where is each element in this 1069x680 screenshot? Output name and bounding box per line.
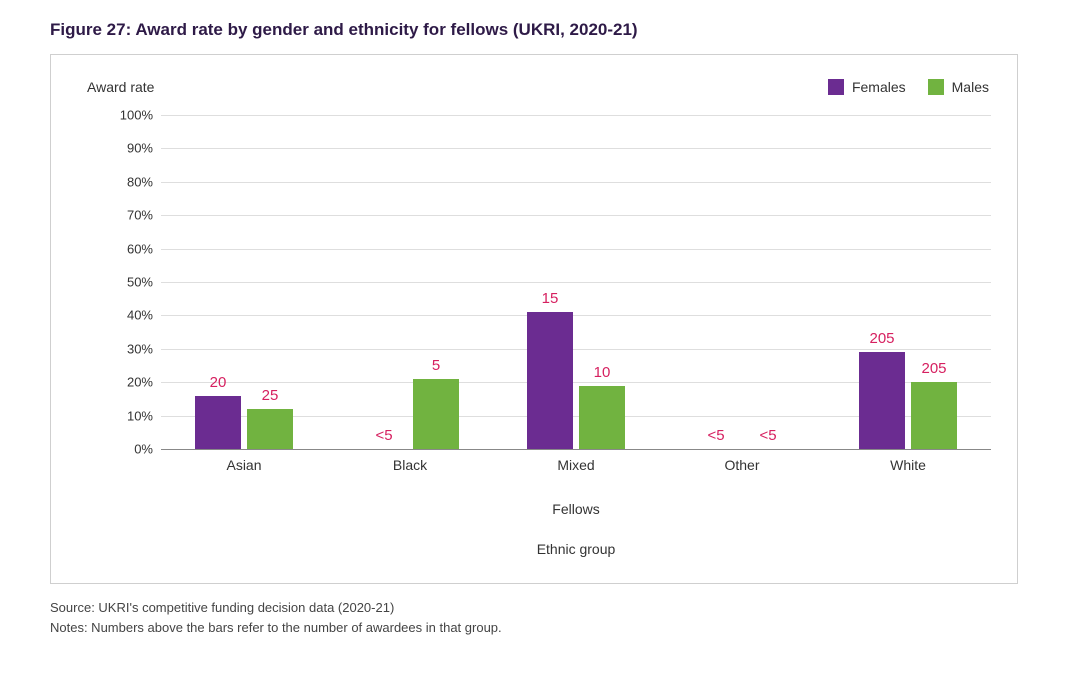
legend-label: Males: [952, 79, 989, 95]
gridline: [161, 349, 991, 350]
y-tick-label: 90%: [93, 141, 153, 156]
figure-container: Figure 27: Award rate by gender and ethn…: [0, 0, 1069, 680]
y-tick-label: 30%: [93, 341, 153, 356]
bar: [527, 312, 573, 449]
bar: [413, 379, 459, 449]
bar-value-label: 205: [869, 330, 894, 347]
x-tick-label: Other: [724, 457, 759, 473]
bar-value-label: 15: [542, 290, 559, 307]
bar-value-label: 5: [432, 357, 440, 374]
gridline: [161, 182, 991, 183]
gridline: [161, 148, 991, 149]
bar-value-label: 20: [210, 374, 227, 391]
bar: [859, 352, 905, 449]
gridline: [161, 249, 991, 250]
legend-item: Males: [928, 79, 989, 95]
y-tick-label: 100%: [93, 108, 153, 123]
figure-footer: Source: UKRI's competitive funding decis…: [50, 598, 1019, 637]
legend-swatch: [928, 79, 944, 95]
x-tick-label: White: [890, 457, 926, 473]
bar-value-label: <5: [759, 427, 776, 444]
x-axis-subtitle-2: Ethnic group: [161, 541, 991, 557]
y-tick-label: 0%: [93, 442, 153, 457]
bar-value-label: <5: [375, 427, 392, 444]
bar-value-label: 10: [594, 364, 611, 381]
x-axis-subtitle-1: Fellows: [161, 501, 991, 517]
plot-area: Fellows Ethnic group 0%10%20%30%40%50%60…: [161, 115, 991, 449]
y-tick-label: 40%: [93, 308, 153, 323]
chart-border: Award rate Females Males Fellows Ethnic g…: [50, 54, 1018, 584]
x-tick-label: Mixed: [557, 457, 594, 473]
bar-value-label: <5: [707, 427, 724, 444]
legend: Females Males: [828, 79, 989, 95]
gridline: [161, 215, 991, 216]
bar-value-label: 205: [921, 360, 946, 377]
gridline: [161, 115, 991, 116]
y-tick-label: 20%: [93, 375, 153, 390]
footer-source: Source: UKRI's competitive funding decis…: [50, 598, 1019, 618]
gridline: [161, 282, 991, 283]
bar: [579, 386, 625, 449]
footer-notes: Notes: Numbers above the bars refer to t…: [50, 618, 1019, 638]
y-tick-label: 10%: [93, 408, 153, 423]
x-tick-label: Black: [393, 457, 427, 473]
x-tick-label: Asian: [226, 457, 261, 473]
legend-label: Females: [852, 79, 906, 95]
bar: [247, 409, 293, 449]
gridline: [161, 315, 991, 316]
legend-item: Females: [828, 79, 906, 95]
gridline: [161, 449, 991, 450]
y-axis-title: Award rate: [87, 79, 154, 95]
bar-value-label: 25: [262, 387, 279, 404]
y-tick-label: 60%: [93, 241, 153, 256]
figure-title: Figure 27: Award rate by gender and ethn…: [50, 20, 1019, 40]
bar: [911, 382, 957, 449]
legend-swatch: [828, 79, 844, 95]
bar: [195, 396, 241, 449]
y-tick-label: 70%: [93, 208, 153, 223]
y-tick-label: 50%: [93, 275, 153, 290]
y-tick-label: 80%: [93, 174, 153, 189]
